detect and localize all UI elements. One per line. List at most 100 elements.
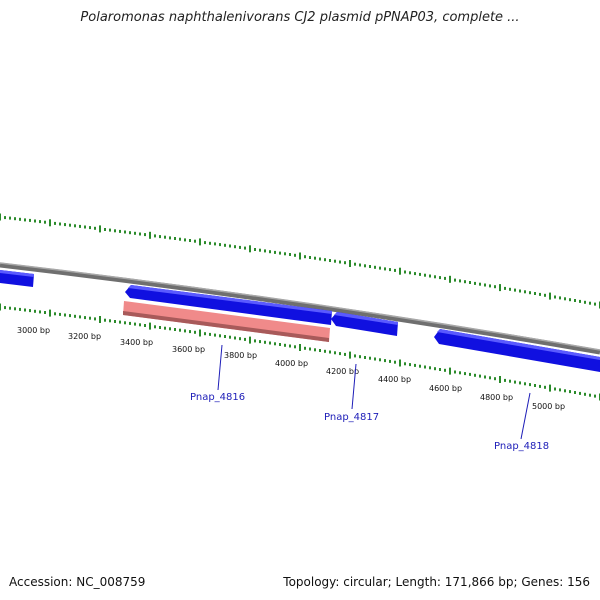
inner-major-tick <box>449 367 451 375</box>
outer-minor-tick <box>159 235 161 239</box>
gene-feature-pnap-4816[interactable] <box>125 285 332 325</box>
inner-minor-tick <box>204 332 206 336</box>
inner-minor-tick <box>569 390 571 394</box>
outer-minor-tick <box>219 243 221 247</box>
inner-major-tick <box>299 344 301 351</box>
inner-major-tick <box>49 309 51 317</box>
inner-minor-tick <box>179 328 181 332</box>
inner-minor-tick <box>474 373 476 377</box>
inner-minor-tick <box>464 372 466 376</box>
bp-tick-label: 3200 bp <box>68 332 101 341</box>
outer-minor-tick <box>484 283 486 287</box>
outer-minor-tick <box>89 226 91 230</box>
inner-minor-tick <box>174 328 176 331</box>
outer-minor-tick <box>329 259 331 262</box>
inner-minor-tick <box>284 343 286 347</box>
outer-minor-tick <box>79 224 81 228</box>
gene-leader-line <box>217 344 223 391</box>
inner-minor-tick <box>429 366 431 370</box>
outer-minor-tick <box>574 299 576 302</box>
inner-minor-tick <box>9 306 11 310</box>
outer-minor-tick <box>189 239 191 242</box>
inner-minor-tick <box>484 375 486 379</box>
inner-minor-tick <box>369 356 371 360</box>
inner-minor-tick <box>84 316 86 320</box>
gene-label[interactable]: Pnap_4818 <box>494 441 549 452</box>
gene-leader-line <box>520 392 531 440</box>
outer-minor-tick <box>579 299 581 303</box>
outer-minor-tick <box>344 261 346 265</box>
inner-minor-tick <box>109 319 111 323</box>
inner-minor-tick <box>319 349 321 352</box>
outer-minor-tick <box>544 293 546 297</box>
inner-major-tick <box>499 376 501 383</box>
gene-label[interactable]: Pnap_4816 <box>190 392 245 403</box>
outer-minor-tick <box>234 245 236 249</box>
inner-minor-tick <box>414 363 416 367</box>
outer-minor-tick <box>514 288 516 292</box>
outer-minor-tick <box>469 281 471 284</box>
inner-minor-tick <box>354 354 356 358</box>
outer-minor-tick <box>144 233 146 237</box>
map-title: Polaromonas naphthalenivorans CJ2 plasmi… <box>80 10 520 25</box>
outer-minor-tick <box>594 302 596 306</box>
inner-minor-tick <box>294 345 296 349</box>
gene-feature-left[interactable] <box>0 270 34 287</box>
inner-minor-tick <box>534 384 536 387</box>
inner-minor-tick <box>89 316 91 320</box>
inner-tick-ring <box>0 303 600 401</box>
outer-minor-tick <box>164 235 166 239</box>
inner-minor-tick <box>374 357 376 361</box>
outer-minor-tick <box>244 246 246 250</box>
inner-minor-tick <box>184 329 186 333</box>
outer-minor-tick <box>359 263 361 267</box>
outer-minor-tick <box>494 285 496 289</box>
bp-tick-label: 4800 bp <box>480 393 513 402</box>
outer-minor-tick <box>264 249 266 253</box>
outer-minor-tick <box>304 255 306 259</box>
outer-minor-tick <box>589 301 591 305</box>
bp-tick-label: 3400 bp <box>120 338 153 347</box>
outer-minor-tick <box>184 238 186 242</box>
outer-minor-tick <box>274 250 276 254</box>
outer-minor-tick <box>384 267 386 271</box>
outer-minor-tick <box>134 231 136 235</box>
outer-minor-tick <box>59 222 61 226</box>
outer-minor-tick <box>119 229 121 233</box>
outer-minor-tick <box>139 232 141 236</box>
inner-minor-tick <box>154 325 156 329</box>
inner-minor-tick <box>594 394 596 398</box>
inner-minor-tick <box>164 326 166 330</box>
outer-minor-tick <box>379 266 381 270</box>
gene-label[interactable]: Pnap_4817 <box>324 412 379 423</box>
inner-minor-tick <box>479 374 481 378</box>
inner-minor-tick <box>574 391 576 394</box>
outer-minor-tick <box>154 234 156 238</box>
inner-minor-tick <box>274 342 276 346</box>
outer-minor-tick <box>104 228 106 231</box>
outer-minor-tick <box>294 253 296 257</box>
gene-feature-highlighted[interactable] <box>123 301 330 342</box>
inner-minor-tick <box>434 367 436 371</box>
inner-major-tick <box>399 359 401 367</box>
inner-minor-tick <box>24 308 26 312</box>
inner-minor-tick <box>554 387 556 391</box>
outer-minor-tick <box>54 221 56 225</box>
outer-minor-tick <box>559 296 561 300</box>
inner-minor-tick <box>489 376 491 380</box>
outer-minor-tick <box>239 245 241 249</box>
gene-feature-pnap-4818[interactable] <box>434 329 600 372</box>
outer-minor-tick <box>489 284 491 288</box>
outer-major-tick <box>499 284 501 292</box>
bp-tick-label: 4400 bp <box>378 375 411 384</box>
inner-minor-tick <box>529 383 531 387</box>
inner-minor-tick <box>44 311 46 314</box>
inner-minor-tick <box>279 343 281 346</box>
inner-minor-tick <box>589 393 591 397</box>
outer-minor-tick <box>289 253 291 256</box>
plasmid-backbone-highlight <box>0 262 600 351</box>
gene-feature-pnap-4817[interactable] <box>331 312 398 336</box>
outer-minor-tick <box>464 280 466 284</box>
outer-minor-tick <box>374 265 376 269</box>
inner-minor-tick <box>114 320 116 323</box>
